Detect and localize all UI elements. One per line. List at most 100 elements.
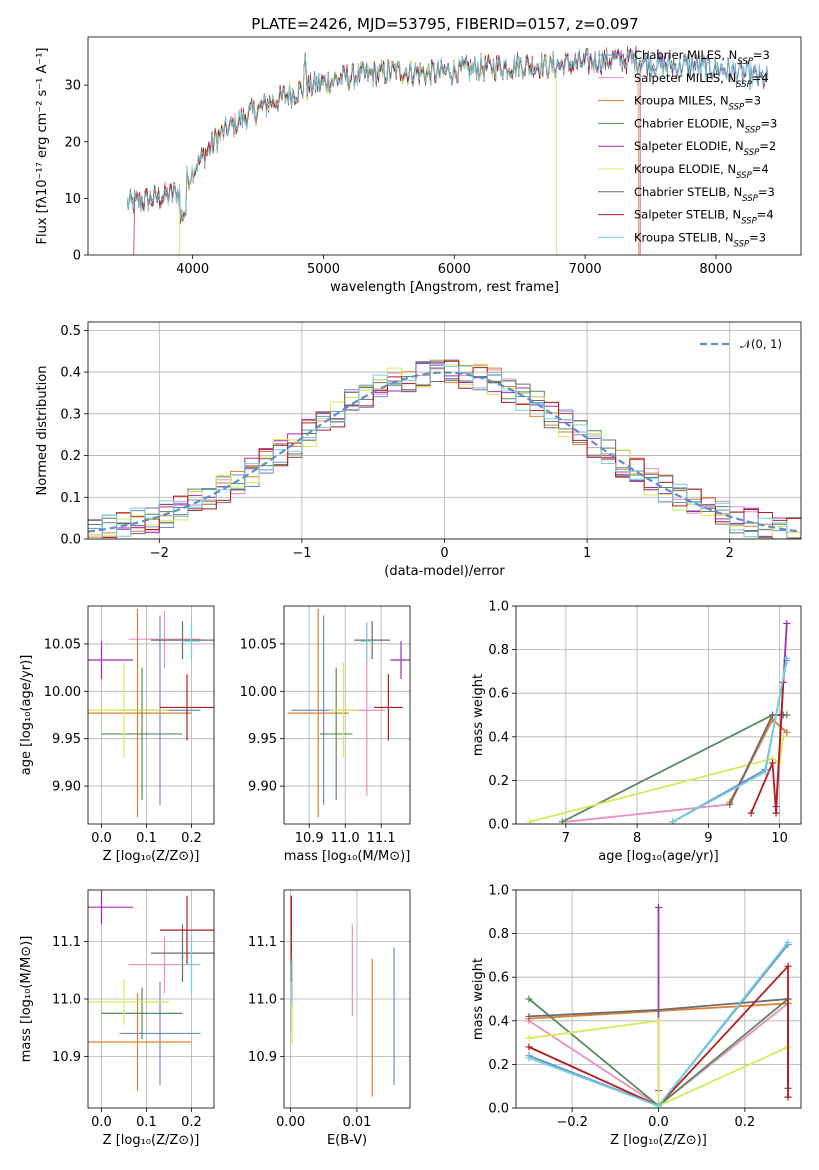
legend-entry-normal: 𝒩(0, 1) — [740, 337, 782, 351]
legend-suffix: =3 — [758, 185, 775, 199]
weight-marker — [783, 728, 791, 736]
plot-area-age_vs_mass — [287, 608, 410, 818]
weight-line-krou_elodie — [530, 736, 785, 823]
panel-age_vs_mass: 10.9 11.0 11.1 9.90 9.95 10.00 10.05 mass [log₁… — [240, 605, 411, 864]
legend-suffix: =3 — [760, 116, 777, 130]
weight-marker — [769, 759, 776, 767]
errorbar-chab_miles — [119, 981, 201, 1086]
errorbar-krou_stelib — [182, 622, 201, 661]
legend-suffix: =4 — [752, 71, 769, 85]
y-tick-label: 10.00 — [240, 685, 277, 700]
y-tick-label: 10.05 — [44, 637, 81, 652]
x-axis-label: E(B-V) — [327, 1133, 367, 1148]
x-tick-label: 11.1 — [367, 831, 396, 846]
legend-entry: Salpeter MILES, NSSP=4 — [634, 71, 769, 90]
panel-weight_vs_age: 7 8 9 10 0.0 0.2 0.4 0.6 0.8 1.0 age [log₁₀(age/yr… — [471, 600, 802, 864]
legend-suffix: =4 — [752, 162, 769, 176]
y-tick-label: 0.2 — [60, 449, 81, 464]
x-axis-label: wavelength [Angstrom, rest frame] — [330, 280, 559, 295]
x-axis-label: Z [log₁₀(Z/Z⊙)] — [103, 849, 200, 864]
weight-marker — [655, 1102, 662, 1108]
errorbar-krou_stelib — [359, 622, 374, 661]
x-axis-label: age [log₁₀(age/yr)] — [598, 849, 719, 864]
weight-line-krou_stelib — [672, 658, 788, 823]
y-tick-label: 9.95 — [248, 732, 277, 747]
plot-area-weight_vs_Z — [525, 903, 792, 1108]
legend-suffix: =2 — [759, 139, 776, 153]
y-tick-label: 0.6 — [488, 971, 509, 986]
errorbar-chab_elodie — [101, 667, 183, 801]
x-axis-label: (data-model)/error — [384, 564, 505, 579]
weight-marker — [655, 903, 662, 911]
y-tick-label: 11.0 — [52, 993, 81, 1008]
y-tick-label: 9.90 — [248, 780, 277, 795]
weight-marker — [669, 818, 677, 824]
y-tick-label: 0.3 — [60, 407, 81, 422]
legend-suffix: =3 — [749, 230, 766, 244]
legend-subscript: SSP — [736, 80, 752, 90]
weight-marker — [726, 800, 734, 808]
legend-subscript: SSP — [737, 57, 753, 67]
y-tick-label: 9.90 — [52, 780, 81, 795]
y-tick-label: 11.1 — [52, 935, 81, 950]
axes-frame — [283, 605, 411, 825]
plot-area-weight_vs_age — [526, 619, 791, 824]
x-tick-label: 7 — [562, 831, 570, 846]
weight-marker — [769, 711, 776, 719]
spectrum-line-krou_stelib — [126, 49, 769, 220]
legend-suffix: =3 — [744, 94, 761, 108]
x-tick-label: −2 — [150, 546, 169, 561]
panel-residuals: −2 −1 0 1 2 0.0 0.1 0.2 0.3 0.4 0.5 (data-model)/er… — [35, 321, 802, 579]
y-tick-label: 0.4 — [488, 1014, 509, 1029]
legend-entry: Salpeter STELIB, NSSP=4 — [634, 208, 774, 227]
errorbar-krou_miles — [287, 608, 349, 818]
legend-subscript: SSP — [745, 125, 761, 135]
weight-marker — [525, 1034, 533, 1042]
legend-subscript: SSP — [736, 171, 752, 181]
axes-frame — [87, 605, 215, 825]
legend-subscript: SSP — [729, 103, 745, 113]
errorbar-krou_elodie — [88, 662, 169, 758]
errorbar-krou_miles — [88, 993, 192, 1091]
y-tick-label: 1.0 — [488, 884, 509, 899]
x-tick-label: 10.9 — [295, 831, 324, 846]
x-tick-label: 5000 — [307, 262, 340, 277]
y-tick-label: 0.8 — [488, 643, 509, 658]
errorbar-salp_stelib — [160, 895, 214, 965]
x-tick-label: 8 — [633, 831, 641, 846]
spectrum-line-krou_elodie — [179, 52, 557, 255]
errorbar-krou_elodie — [329, 662, 358, 758]
x-tick-label: 0.00 — [276, 1115, 305, 1130]
y-axis-label: Normed distribution — [35, 366, 50, 496]
y-tick-label: 30 — [64, 79, 81, 94]
x-tick-label: 0.1 — [136, 831, 157, 846]
weight-line-chab_elodie — [561, 714, 787, 823]
y-tick-label: 0.4 — [488, 730, 509, 745]
weight-marker — [784, 962, 792, 970]
legend-subscript: SSP — [744, 148, 760, 158]
x-tick-label: 1 — [583, 546, 591, 561]
weight-marker — [784, 1093, 792, 1101]
y-tick-label: 0.5 — [60, 324, 81, 339]
errorbar-salp_elodie — [390, 641, 410, 679]
panel-spectrum: 4000 5000 6000 7000 8000 0 10 20 30 wavelength [A… — [35, 36, 802, 295]
x-tick-label: 4000 — [176, 262, 209, 277]
weight-marker — [783, 619, 791, 627]
legend-subscript: SSP — [734, 239, 750, 249]
weight-marker — [772, 809, 780, 817]
histogram-salp_stelib — [88, 360, 801, 539]
legend-entry: Kroupa MILES, NSSP=3 — [634, 94, 761, 113]
legend-entry: Kroupa STELIB, NSSP=3 — [634, 230, 766, 249]
x-axis-label: Z [log₁₀(Z/Z⊙)] — [610, 1133, 707, 1148]
plot-area-spectrum — [126, 45, 769, 255]
y-tick-label: 0.2 — [488, 774, 509, 789]
axes-frame — [515, 605, 802, 825]
y-axis-label: mass weight — [471, 674, 486, 756]
errorbar-chab_elodie — [320, 667, 353, 801]
weight-marker — [558, 818, 566, 824]
x-tick-label: 7000 — [569, 262, 602, 277]
axes-frame — [283, 889, 411, 1109]
y-tick-label: 10 — [64, 192, 81, 207]
x-tick-label: 11.0 — [331, 831, 360, 846]
